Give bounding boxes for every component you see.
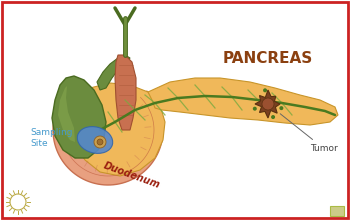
Ellipse shape [77,126,113,153]
Text: Tumor: Tumor [280,114,338,153]
Polygon shape [74,83,165,176]
Circle shape [97,139,103,145]
Circle shape [262,98,274,110]
Circle shape [263,88,267,92]
Polygon shape [52,76,106,158]
Circle shape [94,136,106,148]
Circle shape [253,107,257,111]
Circle shape [271,115,275,119]
Polygon shape [148,78,338,125]
Polygon shape [255,90,280,118]
Text: Sampling
Site: Sampling Site [30,128,72,148]
Text: Duodenum: Duodenum [102,160,162,190]
Circle shape [279,106,284,110]
Polygon shape [53,81,163,185]
FancyBboxPatch shape [330,206,344,216]
Text: PANCREAS: PANCREAS [223,51,313,66]
Polygon shape [58,86,75,142]
Polygon shape [115,55,136,130]
Polygon shape [97,55,130,90]
